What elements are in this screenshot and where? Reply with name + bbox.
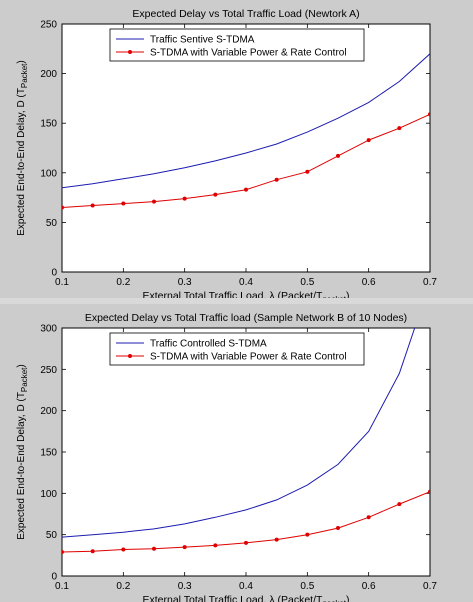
series-group	[62, 328, 430, 555]
x-tick-label: 0.2	[116, 277, 130, 288]
x-tick-label: 0.5	[300, 277, 314, 288]
data-point-1-11	[397, 126, 402, 131]
data-point-1-11	[397, 502, 402, 507]
plot-area	[61, 327, 431, 577]
x-tick-label: 0.2	[116, 581, 130, 592]
data-point-1-10	[366, 138, 371, 143]
series-line-0	[62, 53, 430, 189]
data-point-1-1	[90, 549, 95, 554]
legend-label-1: S-TDMA with Variable Power & Rate Contro…	[150, 352, 347, 363]
data-point-1-6	[244, 540, 248, 545]
series-group	[62, 53, 430, 210]
x-tick-label: 0.3	[178, 277, 192, 288]
y-tick-label: 150	[40, 448, 57, 459]
y-tick-label: 0	[51, 268, 57, 279]
data-point-1-8	[305, 169, 310, 174]
chart-network-b: Expected Delay vs Total Traffic load (Sa…	[16, 312, 437, 602]
figure-network-a: Expected Delay vs Total Traffic Load (Ne…	[0, 0, 473, 298]
data-point-1-12	[428, 489, 430, 494]
legend-box	[109, 28, 365, 62]
x-tick-label: 0.7	[423, 277, 437, 288]
data-point-1-1	[90, 203, 95, 208]
data-point-1-10	[366, 515, 371, 520]
x-tick-label: 0.1	[55, 581, 69, 592]
y-tick-label: 250	[40, 365, 57, 376]
y-tick-label: 50	[46, 218, 58, 229]
legend-marker-1	[128, 354, 132, 358]
data-point-1-7	[274, 177, 279, 182]
y-tick-label: 0	[51, 572, 57, 583]
figure-network-b: Expected Delay vs Total Traffic load (Sa…	[0, 304, 473, 602]
chart-title: Expected Delay vs Total Traffic Load (Ne…	[132, 8, 359, 20]
y-tick-label: 300	[40, 324, 57, 335]
x-axis-label: External Total Traffic Load, λ (Packet/T…	[142, 290, 349, 298]
data-point-1-0	[62, 205, 64, 210]
y-tick-label: 100	[40, 489, 57, 500]
data-point-1-4	[182, 196, 187, 201]
data-point-1-12	[428, 112, 430, 117]
legend-label-1: S-TDMA with Variable Power & Rate Contro…	[150, 48, 347, 59]
y-tick-label: 200	[40, 69, 57, 80]
x-tick-label: 0.4	[239, 581, 253, 592]
y-tick-label: 250	[40, 20, 57, 31]
y-axis-label: Expected End-to-End Delay, D (TPacket)	[16, 60, 29, 235]
x-tick-label: 0.6	[362, 581, 376, 592]
x-tick-label: 0.6	[362, 277, 376, 288]
legend-marker-1	[128, 50, 132, 54]
chart-network-a: Expected Delay vs Total Traffic Load (Ne…	[16, 8, 437, 298]
data-point-1-2	[121, 201, 126, 206]
legend-box	[109, 332, 365, 366]
data-point-1-6	[244, 187, 248, 192]
y-tick-label: 50	[46, 530, 58, 541]
data-point-1-0	[62, 550, 64, 555]
data-point-1-7	[274, 537, 279, 542]
data-point-1-4	[182, 545, 187, 550]
data-point-1-5	[213, 543, 218, 548]
x-tick-label: 0.4	[239, 277, 253, 288]
y-tick-label: 100	[40, 168, 57, 179]
x-tick-label: 0.5	[300, 581, 314, 592]
x-tick-label: 0.3	[178, 581, 192, 592]
y-tick-label: 150	[40, 119, 57, 130]
legend-label-0: Traffic Controlled S-TDMA	[150, 339, 267, 350]
data-point-1-5	[213, 192, 218, 197]
data-point-1-3	[152, 546, 156, 551]
data-point-1-8	[305, 532, 310, 537]
data-point-1-3	[152, 199, 156, 204]
data-point-1-9	[336, 153, 340, 158]
plot-area	[61, 23, 431, 273]
chart-title: Expected Delay vs Total Traffic load (Sa…	[85, 312, 407, 324]
legend-label-0: Traffic Sentive S-TDMA	[150, 35, 255, 46]
x-axis-label: External Total Traffic Load, λ (Packet/T…	[142, 594, 349, 602]
series-line-0	[62, 328, 416, 538]
x-tick-label: 0.7	[423, 581, 437, 592]
data-point-1-2	[121, 547, 126, 552]
x-tick-label: 0.1	[55, 277, 69, 288]
y-tick-label: 200	[40, 406, 57, 417]
y-axis-label: Expected End-to-End Delay, D (TPacket)	[16, 364, 29, 539]
data-point-1-9	[336, 526, 340, 531]
